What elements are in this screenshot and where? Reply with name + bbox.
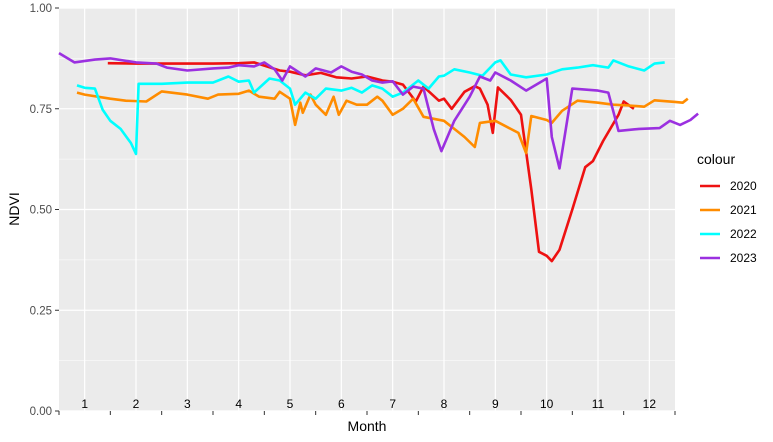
y-tick-label: 0.25: [30, 305, 52, 317]
month-label: 12: [643, 397, 657, 411]
month-label: 7: [389, 397, 396, 411]
month-labels: 1 2 3 4 5 6 7 8 9 10 11 12: [81, 397, 656, 411]
month-label: 5: [287, 397, 294, 411]
legend-label-2021: 2021: [730, 203, 757, 217]
legend-label-2020: 2020: [730, 179, 757, 193]
x-axis-label: Month: [348, 418, 387, 434]
legend-title: colour: [697, 151, 735, 167]
grid-lines: [59, 7, 675, 412]
month-label: 8: [441, 397, 448, 411]
month-label: 4: [235, 397, 242, 411]
month-label: 10: [540, 397, 554, 411]
month-label: 9: [492, 397, 499, 411]
month-label: 1: [81, 397, 88, 411]
y-axis-label: NDVI: [6, 192, 22, 225]
series-line-2022: [76, 59, 665, 156]
series-line-2021: [76, 89, 689, 155]
month-label: 11: [592, 397, 605, 411]
series-line-2023: [58, 51, 699, 170]
month-label: 3: [184, 397, 191, 411]
x-axis: [58, 411, 676, 415]
y-tick-label: 0.75: [30, 104, 52, 116]
series-lines: [58, 51, 699, 263]
y-axis: 0.00 0.25 0.50 0.75 1.00: [30, 3, 59, 418]
y-tick-label: 0.00: [30, 406, 52, 418]
y-tick-label: 0.50: [30, 205, 52, 217]
y-tick-label: 1.00: [30, 3, 52, 15]
legend: colour 2020 2021 2022 2023: [697, 151, 757, 265]
month-label: 6: [338, 397, 345, 411]
series-line-2020: [107, 61, 635, 263]
legend-label-2022: 2022: [730, 227, 757, 241]
legend-label-2023: 2023: [730, 251, 757, 265]
month-label: 2: [133, 397, 140, 411]
